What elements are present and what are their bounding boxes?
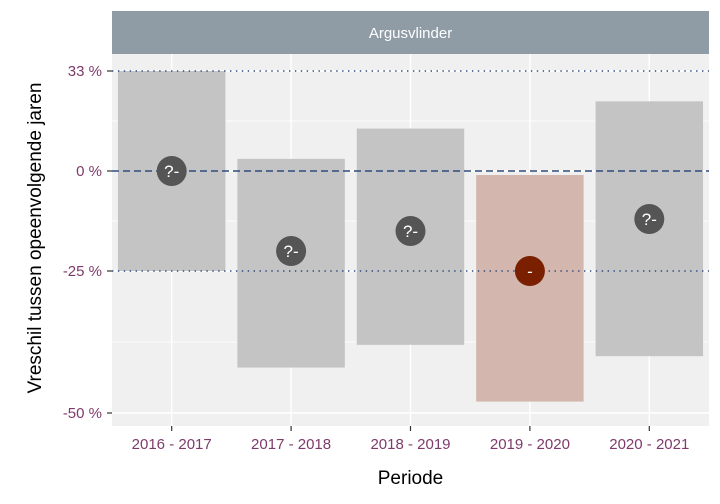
y-tick-label: -25 %: [63, 263, 102, 280]
estimate-marker-label: ?-: [403, 222, 418, 241]
y-tick-label: -50 %: [63, 405, 102, 422]
estimate-marker-label: ?-: [642, 210, 657, 229]
x-axis: 2016 - 2017 2017 - 2018 2018 - 2019 2019 - …: [132, 426, 689, 453]
y-axis-title: Vreschil tussen opeenvolgende jaren: [25, 83, 46, 394]
y-tick-label: 33 %: [68, 63, 102, 80]
x-tick-label: 2017 - 2018: [251, 436, 331, 453]
estimate-marker-label: ?-: [164, 162, 179, 181]
x-axis-title: Periode: [378, 468, 444, 489]
facet-strip: [112, 11, 709, 54]
x-tick-label: 2018 - 2019: [370, 436, 450, 453]
estimate-markers: ?- ?- ?- - ?-: [156, 156, 665, 286]
reference-lines: [112, 70, 709, 272]
y-axis: 33 % 0 % -25 % -50 %: [63, 63, 112, 422]
y-tick-label: 0 %: [76, 163, 102, 180]
x-tick-label: 2016 - 2017: [132, 436, 212, 453]
estimate-point: [276, 236, 307, 266]
estimate-marker-label: ?-: [284, 242, 299, 261]
x-tick-label: 2019 - 2020: [490, 436, 570, 453]
interval-bar: [476, 175, 584, 402]
estimate-marker-label: -: [527, 262, 533, 281]
intervals: [117, 71, 704, 402]
estimate-point: [395, 216, 426, 246]
estimate-point: [634, 204, 665, 234]
facet-strip-title: Argusvlinder: [369, 25, 452, 42]
estimate-point: [156, 156, 187, 186]
estimate-point: [514, 256, 545, 286]
x-tick-label: 2020 - 2021: [609, 436, 689, 453]
